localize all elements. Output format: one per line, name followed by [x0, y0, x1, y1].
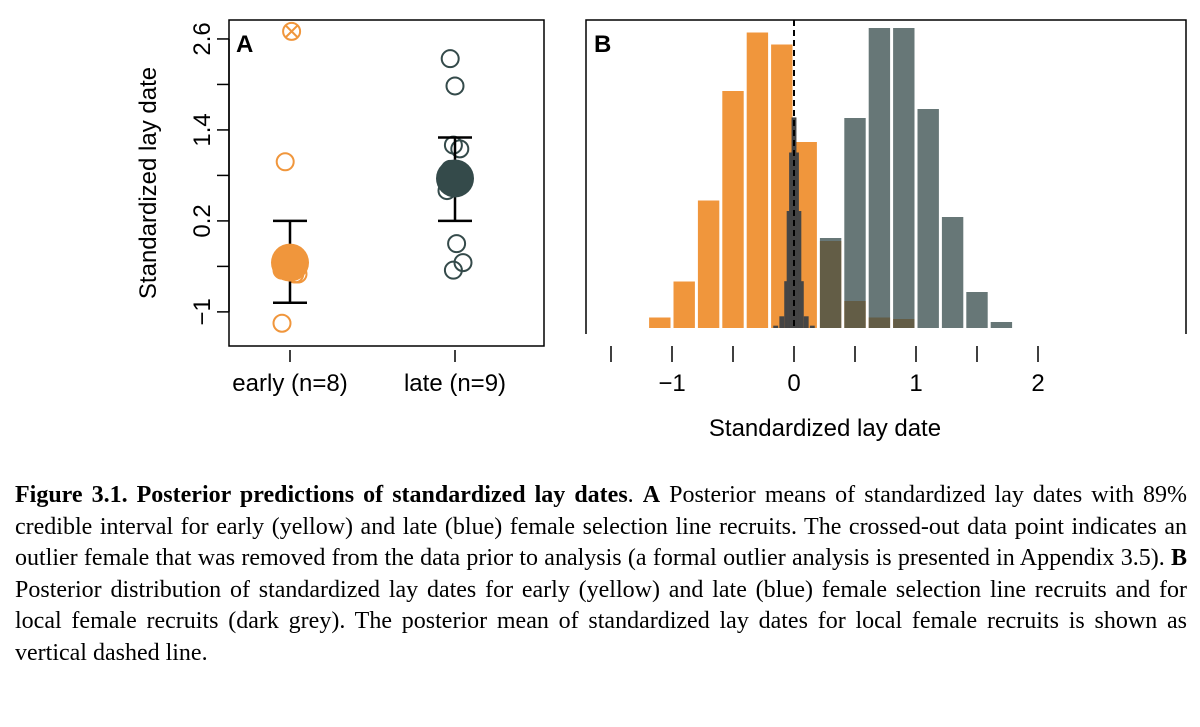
panel-b-x-axis: −1 0 1 2 — [610, 346, 1045, 397]
local-hist-bar — [796, 211, 802, 328]
early-data-point — [272, 313, 292, 333]
caption-letter-b: B — [1170, 545, 1187, 571]
panel-a-xtick-label: late (n=9) — [404, 370, 506, 397]
panel-b-xtick-label: −1 — [658, 370, 685, 397]
panel-a: A Standardized lay date −1 0.2 1.4 2.6 earl… — [135, 19, 545, 397]
caption-label: Figure 3.1. Posterior predictions of sta… — [15, 482, 628, 508]
panel-b-xtick-label: 0 — [787, 370, 800, 397]
late-hist-bar — [941, 217, 964, 328]
late-data-point — [453, 253, 473, 273]
caption-sep: . — [627, 482, 643, 508]
panel-a-ytick-label: 1.4 — [189, 113, 216, 146]
early-hist-bar — [649, 317, 671, 328]
late-hist-bar — [893, 28, 915, 328]
panel-a-ytick-label: −1 — [189, 298, 216, 325]
early-mean-point — [271, 243, 309, 282]
early-data-point — [275, 152, 295, 172]
late-hist-bar — [966, 292, 988, 328]
late-data-point — [440, 49, 460, 69]
early-hist-bar — [746, 32, 769, 328]
panel-b-xtick-label: 1 — [909, 370, 922, 397]
early-hist-bar — [697, 200, 720, 328]
local-hist-bar — [779, 316, 785, 328]
late-mean-point — [436, 159, 474, 198]
late-data-point — [443, 135, 463, 155]
figure-charts: A Standardized lay date −1 0.2 1.4 2.6 earl… — [135, 19, 1192, 442]
panel-a-x-axis: early (n=8) late (n=9) — [232, 350, 506, 397]
panel-a-ytick-label: 2.6 — [189, 22, 216, 55]
early-outlier-cross — [284, 24, 299, 39]
panel-b-xtick-label: 2 — [1031, 370, 1044, 397]
panel-b-xlabel: Standardized lay date — [709, 415, 941, 442]
local-hist-bar — [798, 281, 804, 328]
local-hist-bar — [803, 316, 809, 328]
late-data-point — [445, 76, 465, 96]
local-hist-bar — [809, 325, 815, 328]
caption-text-b: Posterior distribution of standardized l… — [15, 576, 1187, 666]
late-data-point — [450, 139, 470, 159]
panel-a-points — [271, 21, 474, 333]
early-hist-bar — [673, 281, 695, 328]
panel-a-y-axis: −1 0.2 1.4 2.6 — [189, 22, 230, 326]
panel-b-letter: B — [594, 31, 611, 58]
late-hist-bar — [868, 28, 891, 328]
panel-b: B −1 0 1 2 Standardized lay date — [582, 19, 1192, 442]
early-hist-bar — [722, 91, 744, 328]
panel-b-bars — [649, 20, 1013, 329]
early-outlier-point — [282, 21, 302, 41]
late-hist-bar — [917, 109, 939, 328]
caption-text-a: Posterior means of standardized lay date… — [15, 482, 1187, 571]
local-hist-bar — [773, 325, 779, 328]
panel-a-ytick-label: 0.2 — [189, 204, 216, 237]
panel-a-ylabel: Standardized lay date — [135, 67, 162, 299]
late-hist-bar — [990, 322, 1013, 328]
caption-letter-a: A — [642, 482, 661, 508]
panel-b-frame-gap — [582, 334, 1192, 342]
panel-a-xtick-label: early (n=8) — [232, 370, 347, 397]
late-data-point — [447, 234, 467, 254]
late-hist-bar — [844, 118, 866, 328]
late-hist-bar — [819, 238, 842, 328]
figure-caption: Figure 3.1. Posterior predictions of sta… — [15, 480, 1187, 669]
panel-a-letter: A — [236, 31, 253, 58]
panel-a-frame — [228, 19, 545, 347]
